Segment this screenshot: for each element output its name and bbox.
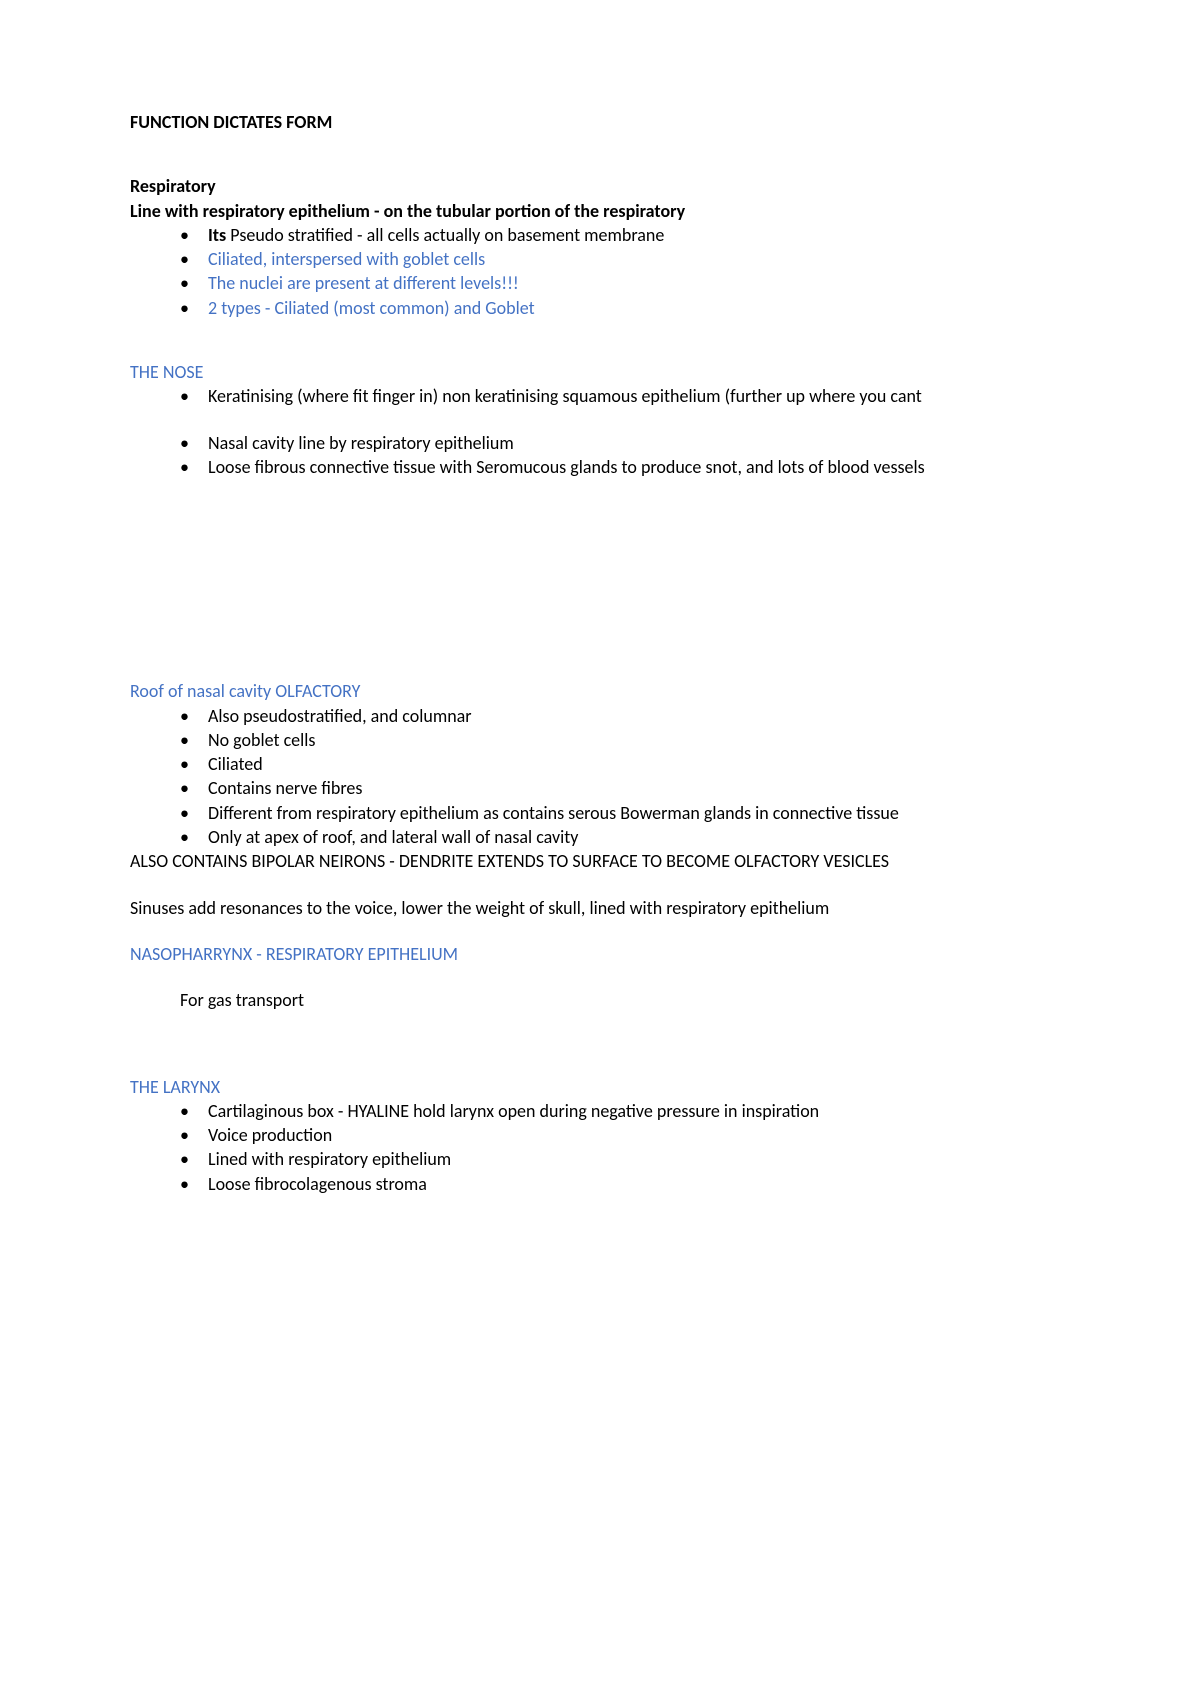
larynx-heading: THE LARYNX — [130, 1075, 1070, 1099]
olfactory-list: Also pseudostratified, and columnar No g… — [130, 704, 1070, 850]
nasopharynx-body: For gas transport — [130, 988, 1070, 1012]
list-item: No goblet cells — [180, 728, 1070, 752]
list-item: Also pseudostratified, and columnar — [180, 704, 1070, 728]
list-item: The nuclei are present at different leve… — [180, 271, 1070, 295]
olfactory-note-1: ALSO CONTAINS BIPOLAR NEIRONS - DENDRITE… — [130, 849, 1070, 873]
respiratory-list: Its Pseudo stratified - all cells actual… — [130, 223, 1070, 320]
page-title: FUNCTION DICTATES FORM — [130, 110, 1070, 134]
list-item: Voice production — [180, 1123, 1070, 1147]
nose-heading: THE NOSE — [130, 360, 1070, 384]
respiratory-heading: Respiratory — [130, 174, 1070, 198]
respiratory-subheading: Line with respiratory epithelium - on th… — [130, 199, 1070, 223]
list-item: Ciliated, interspersed with goblet cells — [180, 247, 1070, 271]
olfactory-note-2: Sinuses add resonances to the voice, low… — [130, 896, 1070, 920]
list-item-text: Pseudo stratified - all cells actually o… — [226, 224, 664, 246]
nasopharynx-heading: NASOPHARRYNX - RESPIRATORY EPITHELIUM — [130, 942, 1070, 966]
list-item: 2 types - Ciliated (most common) and Gob… — [180, 296, 1070, 320]
list-item-prefix: Its — [208, 224, 226, 246]
list-item: Nasal cavity line by respiratory epithel… — [180, 431, 1070, 455]
list-item: Loose fibrocolagenous stroma — [180, 1172, 1070, 1196]
list-item: Loose fibrous connective tissue with Ser… — [180, 455, 1070, 479]
list-item: Keratinising (where fit finger in) non k… — [180, 384, 1070, 408]
list-item: Cartilaginous box - HYALINE hold larynx … — [180, 1099, 1070, 1123]
list-item: Lined with respiratory epithelium — [180, 1147, 1070, 1171]
larynx-list: Cartilaginous box - HYALINE hold larynx … — [130, 1099, 1070, 1196]
list-item: Its Pseudo stratified - all cells actual… — [180, 223, 1070, 247]
list-item: Different from respiratory epithelium as… — [180, 801, 1070, 825]
olfactory-heading: Roof of nasal cavity OLFACTORY — [130, 679, 1070, 703]
list-item: Contains nerve fibres — [180, 776, 1070, 800]
nose-list-1: Keratinising (where fit finger in) non k… — [130, 384, 1070, 408]
list-item: Ciliated — [180, 752, 1070, 776]
list-item: Only at apex of roof, and lateral wall o… — [180, 825, 1070, 849]
nose-list-2: Nasal cavity line by respiratory epithel… — [130, 431, 1070, 480]
